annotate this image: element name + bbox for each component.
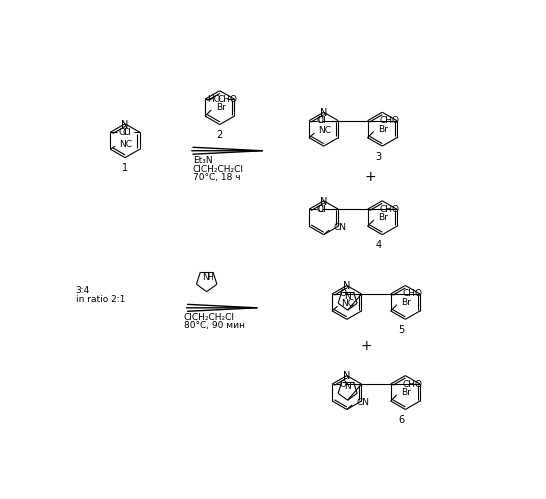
Text: 5: 5 xyxy=(399,325,405,335)
Text: N: N xyxy=(343,281,351,291)
Text: 4: 4 xyxy=(375,241,382,250)
Text: Br: Br xyxy=(401,388,411,397)
Text: CHO: CHO xyxy=(403,380,423,389)
Text: N: N xyxy=(320,197,328,207)
Text: ClCH₂CH₂Cl: ClCH₂CH₂Cl xyxy=(183,312,235,321)
Text: O: O xyxy=(316,116,323,125)
Text: Cl: Cl xyxy=(318,116,327,125)
Text: 6: 6 xyxy=(399,415,405,425)
Text: NC: NC xyxy=(318,126,331,135)
Text: N: N xyxy=(203,273,209,282)
Text: N: N xyxy=(344,382,351,391)
Text: +: + xyxy=(364,170,376,184)
Text: O: O xyxy=(340,289,346,298)
Text: 3:4: 3:4 xyxy=(76,286,90,295)
Text: CHO: CHO xyxy=(403,289,423,298)
Text: N: N xyxy=(121,120,129,130)
Text: 3: 3 xyxy=(375,152,382,162)
Text: ClCH₂CH₂Cl: ClCH₂CH₂Cl xyxy=(193,165,244,174)
Text: Cl: Cl xyxy=(123,128,132,137)
Text: Cl: Cl xyxy=(118,128,127,137)
Text: H: H xyxy=(207,273,213,282)
Text: 1: 1 xyxy=(122,164,128,174)
Text: CHO: CHO xyxy=(380,116,400,125)
Text: NC: NC xyxy=(341,299,354,308)
Text: 80°C, 90 мин: 80°C, 90 мин xyxy=(183,321,245,330)
Text: Br: Br xyxy=(401,298,411,307)
Text: CN: CN xyxy=(357,398,370,407)
Text: CHO: CHO xyxy=(217,95,238,104)
Text: 70°C, 18 ч: 70°C, 18 ч xyxy=(193,173,240,182)
Text: CHO: CHO xyxy=(380,205,400,214)
Text: NC: NC xyxy=(119,140,132,149)
Text: Cl: Cl xyxy=(318,205,327,214)
Text: +: + xyxy=(360,339,372,353)
Text: Br: Br xyxy=(378,213,388,222)
Text: Br: Br xyxy=(378,125,388,134)
Text: N: N xyxy=(320,108,328,118)
Text: Et₃N: Et₃N xyxy=(193,156,212,165)
Text: O: O xyxy=(340,380,346,389)
Text: HO: HO xyxy=(207,95,221,104)
Text: in ratio 2:1: in ratio 2:1 xyxy=(76,295,125,304)
Text: 2: 2 xyxy=(217,130,223,140)
Text: Br: Br xyxy=(216,103,225,112)
Text: O: O xyxy=(316,205,323,214)
Text: CN: CN xyxy=(334,223,347,232)
Text: N: N xyxy=(344,292,351,301)
Text: N: N xyxy=(343,371,351,381)
